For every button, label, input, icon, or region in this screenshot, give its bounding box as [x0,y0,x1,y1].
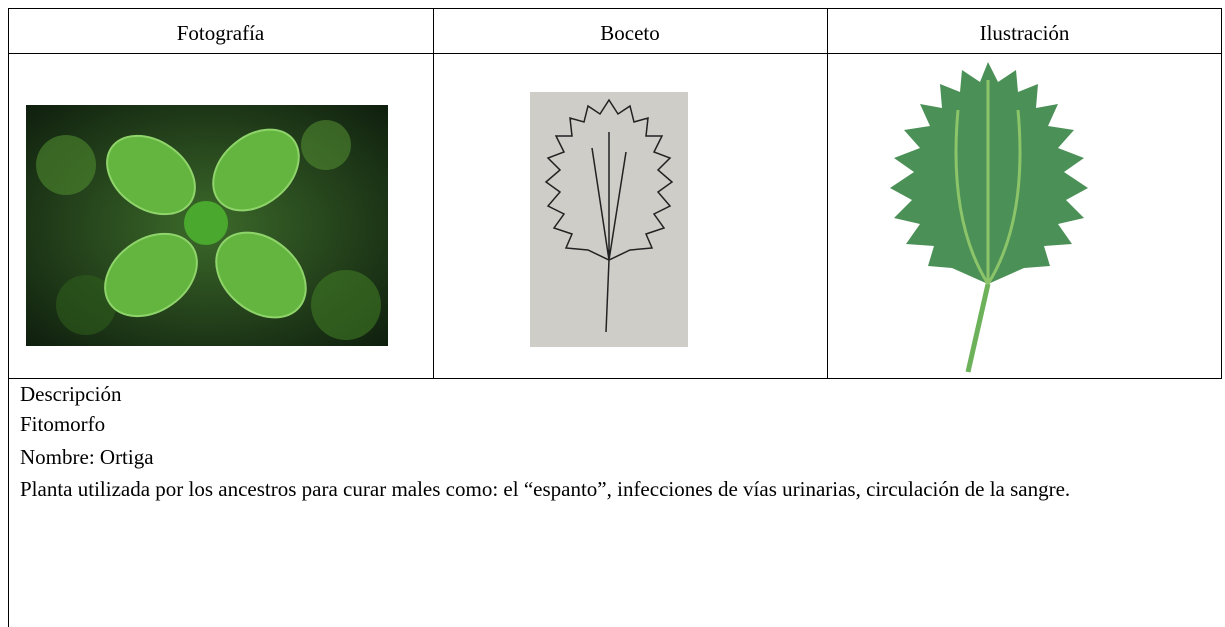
column-divider [1221,8,1222,378]
header-cell: Ilustración [827,8,1222,54]
table-frame [8,8,1223,627]
photo [26,105,388,346]
plant-name: Nombre: Ortiga [20,445,154,469]
column-divider [433,8,434,378]
sketch [530,92,688,347]
image-row [8,52,1222,379]
description-text: Planta utilizada por los ancestros para … [20,477,1071,501]
illustration [890,62,1088,373]
description-heading: Descripción [20,382,122,406]
header-cell: Fotografía [8,8,433,54]
column-divider [827,8,828,378]
category: Fitomorfo [20,412,106,436]
header-cell: Boceto [433,8,827,54]
